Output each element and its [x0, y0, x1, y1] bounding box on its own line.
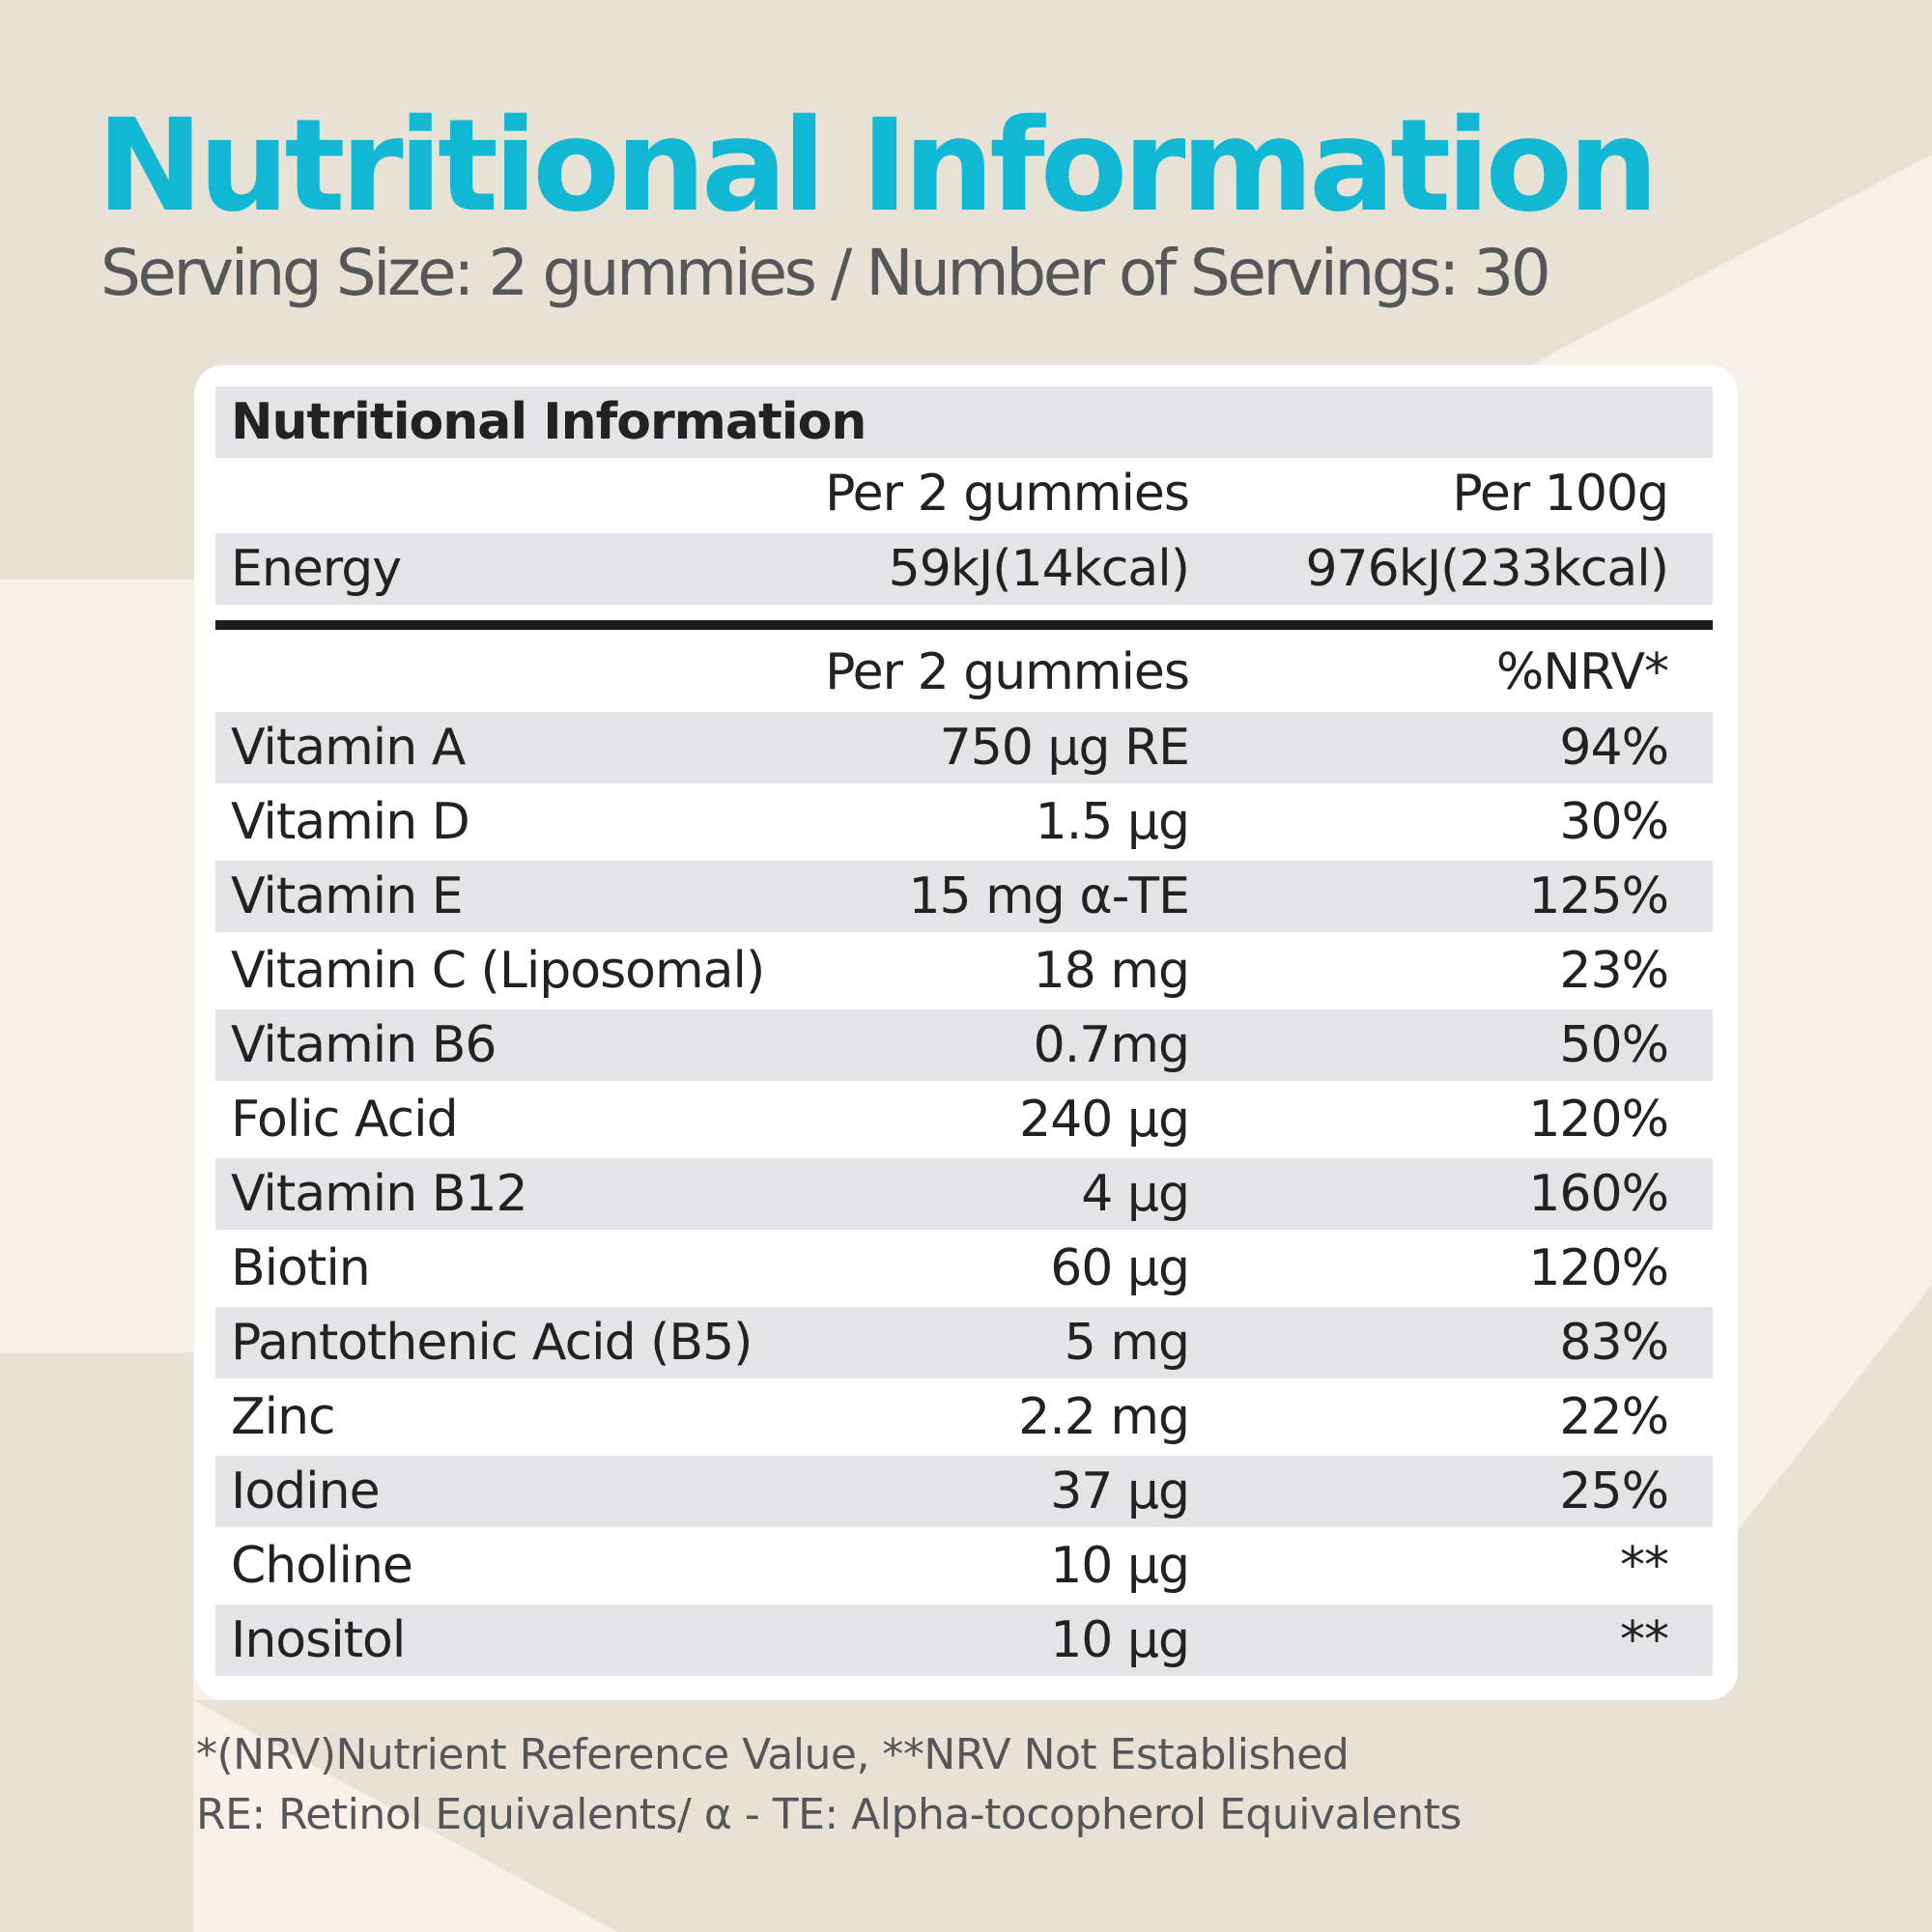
nutrient-header-row: Per 2 gummies %NRV*	[215, 637, 1713, 708]
nutrient-nrv: 125%	[1528, 867, 1669, 925]
nutrient-nrv: 25%	[1559, 1463, 1669, 1520]
table-title: Nutritional Information	[231, 393, 867, 451]
nutrient-amount: 37 µg	[1050, 1463, 1190, 1520]
nutrition-table-card: Nutritional Information Per 2 gummies Pe…	[194, 365, 1738, 1700]
nutrient-amount: 60 µg	[1050, 1239, 1190, 1297]
table-row: Iodine 37 µg 25%	[215, 1456, 1713, 1527]
table-row: Inositol 10 µg **	[215, 1605, 1713, 1676]
nutrient-name: Vitamin C (Liposomal)	[231, 942, 765, 1000]
nutrient-nrv: **	[1620, 1537, 1669, 1595]
nutrient-amount: 10 µg	[1050, 1611, 1190, 1669]
nutrient-amount: 750 µg RE	[939, 719, 1190, 777]
energy-header-per-serving: Per 2 gummies	[825, 465, 1190, 523]
nutrient-name: Folic Acid	[231, 1091, 459, 1149]
nutrient-amount: 10 µg	[1050, 1537, 1190, 1595]
nutrient-name: Inositol	[231, 1611, 406, 1669]
nutrient-name: Vitamin D	[231, 793, 470, 851]
nutrient-nrv: 120%	[1528, 1239, 1669, 1297]
nutrient-nrv: **	[1620, 1611, 1669, 1669]
background-shape-right-top	[1526, 0, 1932, 367]
nutrient-nrv: 30%	[1559, 793, 1669, 851]
nutrient-amount: 2.2 mg	[1018, 1388, 1190, 1446]
footnote-nrv: *(NRV)Nutrient Reference Value, **NRV No…	[196, 1730, 1350, 1779]
nutrient-name: Pantothenic Acid (B5)	[231, 1314, 753, 1372]
nutrient-amount: 18 mg	[1033, 942, 1190, 1000]
nutrient-nrv: 94%	[1559, 719, 1669, 777]
nutrient-name: Biotin	[231, 1239, 371, 1297]
nutrient-amount: 1.5 µg	[1035, 793, 1190, 851]
nutrient-amount: 5 mg	[1064, 1314, 1190, 1372]
table-row: Folic Acid 240 µg 120%	[215, 1084, 1713, 1155]
nutrient-name: Zinc	[231, 1388, 336, 1446]
nutrient-name: Choline	[231, 1537, 413, 1595]
nutrient-name: Vitamin B6	[231, 1016, 497, 1074]
table-row: Vitamin E 15 mg α-TE 125%	[215, 861, 1713, 932]
energy-header-row: Per 2 gummies Per 100g	[215, 458, 1713, 529]
nutrient-nrv: 160%	[1528, 1165, 1669, 1223]
energy-header-per-100g: Per 100g	[1452, 465, 1669, 523]
nutrient-name: Vitamin B12	[231, 1165, 528, 1223]
energy-label: Energy	[231, 540, 402, 598]
table-row: Vitamin D 1.5 µg 30%	[215, 786, 1713, 858]
table-row: Vitamin A 750 µg RE 94%	[215, 712, 1713, 783]
nutrient-nrv: 120%	[1528, 1091, 1669, 1149]
table-row: Biotin 60 µg 120%	[215, 1233, 1713, 1304]
energy-row: Energy 59kJ(14kcal) 976kJ(233kcal)	[215, 533, 1713, 605]
table-row: Choline 10 µg **	[215, 1530, 1713, 1602]
footnote-equivalents: RE: Retinol Equivalents/ α - TE: Alpha-t…	[196, 1790, 1462, 1839]
nutrient-amount: 4 µg	[1081, 1165, 1190, 1223]
table-row: Vitamin B12 4 µg 160%	[215, 1158, 1713, 1230]
energy-per-serving: 59kJ(14kcal)	[888, 540, 1190, 598]
nutrient-header-nrv: %NRV*	[1495, 643, 1669, 701]
nutrient-name: Vitamin A	[231, 719, 466, 777]
nutrient-amount: 240 µg	[1019, 1091, 1190, 1149]
nutrient-amount: 0.7mg	[1033, 1016, 1190, 1074]
table-row: Pantothenic Acid (B5) 5 mg 83%	[215, 1307, 1713, 1378]
serving-info: Serving Size: 2 gummies / Number of Serv…	[100, 236, 1551, 310]
nutrient-name: Vitamin E	[231, 867, 464, 925]
table-divider	[215, 620, 1713, 630]
page-title: Nutritional Information	[97, 92, 1659, 241]
nutrient-name: Iodine	[231, 1463, 381, 1520]
background-shape-right-bottom	[1604, 1285, 1932, 1932]
table-row: Vitamin B6 0.7mg 50%	[215, 1009, 1713, 1081]
background-shape-bottom-left	[0, 1352, 193, 1932]
nutrient-amount: 15 mg α-TE	[908, 867, 1190, 925]
nutrient-nrv: 22%	[1559, 1388, 1669, 1446]
nutrient-nrv: 23%	[1559, 942, 1669, 1000]
nutrient-header-per-serving: Per 2 gummies	[825, 643, 1190, 701]
background-shape-left	[0, 0, 251, 580]
nutrient-nrv: 50%	[1559, 1016, 1669, 1074]
nutrient-nrv: 83%	[1559, 1314, 1669, 1372]
table-title-row: Nutritional Information	[215, 386, 1713, 458]
energy-per-100g: 976kJ(233kcal)	[1305, 540, 1669, 598]
table-row: Vitamin C (Liposomal) 18 mg 23%	[215, 935, 1713, 1007]
background-shape-bottom-mid	[193, 1700, 1604, 1932]
table-row: Zinc 2.2 mg 22%	[215, 1381, 1713, 1453]
